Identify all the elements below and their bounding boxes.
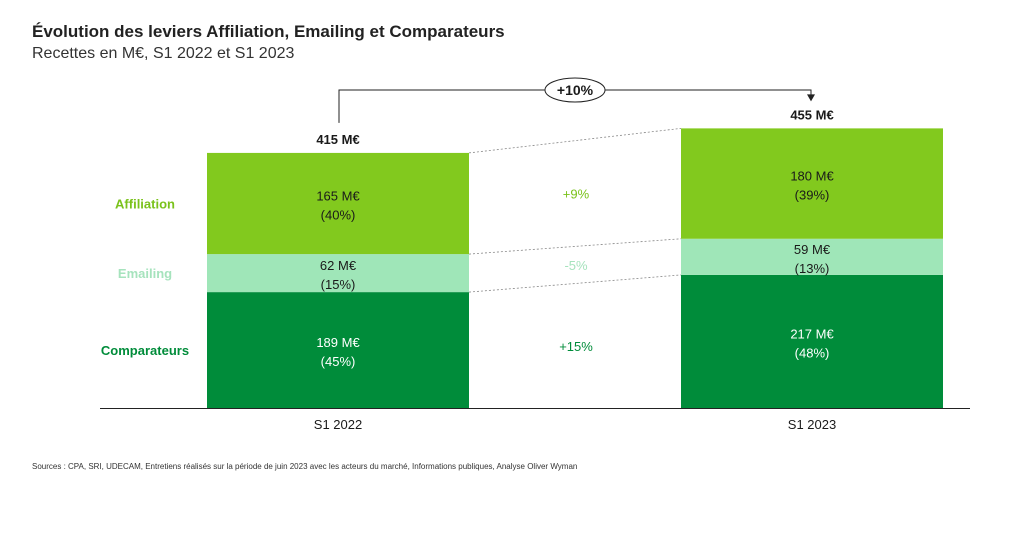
chart-title: Évolution des leviers Affiliation, Email… xyxy=(32,22,505,41)
growth-badge xyxy=(544,77,606,103)
bar-emailing-1 xyxy=(207,254,469,293)
value-label: 62 M€ xyxy=(320,258,357,273)
x-tick-label: S1 2023 xyxy=(788,417,836,432)
legend-affiliation: Affiliation xyxy=(115,197,175,212)
bar-comparateurs-1 xyxy=(207,292,469,408)
change-label: -5% xyxy=(564,258,588,273)
share-label: (39%) xyxy=(795,188,830,203)
source-note: Sources : CPA, SRI, UDECAM, Entretiens r… xyxy=(32,462,578,471)
bar-emailing-2 xyxy=(681,238,943,275)
connector-line xyxy=(468,274,682,293)
change-label: +9% xyxy=(563,187,590,202)
value-label: 189 M€ xyxy=(316,335,360,350)
growth-total-label: +10% xyxy=(557,82,594,98)
x-tick-label: S1 2022 xyxy=(314,417,362,432)
legend-emailing: Emailing xyxy=(118,266,172,281)
share-label: (40%) xyxy=(321,208,356,223)
share-label: (48%) xyxy=(795,345,830,360)
chart-subtitle: Recettes en M€, S1 2022 et S1 2023 xyxy=(32,45,295,62)
value-label: 180 M€ xyxy=(790,169,834,184)
value-label: 165 M€ xyxy=(316,189,360,204)
bar-affiliation-2 xyxy=(681,128,943,239)
share-label: (45%) xyxy=(321,354,356,369)
growth-arrowhead xyxy=(807,94,815,102)
share-label: (13%) xyxy=(795,261,830,276)
value-label: 217 M€ xyxy=(790,326,834,341)
total-label: 415 M€ xyxy=(316,132,359,147)
share-label: (15%) xyxy=(321,277,356,292)
legend-comparateurs: Comparateurs xyxy=(101,343,189,358)
connector-line xyxy=(468,238,682,255)
bar-affiliation-1 xyxy=(207,152,469,255)
connector-line xyxy=(468,127,682,154)
total-label: 455 M€ xyxy=(790,107,833,122)
value-label: 59 M€ xyxy=(794,242,831,257)
change-label: +15% xyxy=(559,339,593,354)
bar-comparateurs-2 xyxy=(681,274,943,408)
